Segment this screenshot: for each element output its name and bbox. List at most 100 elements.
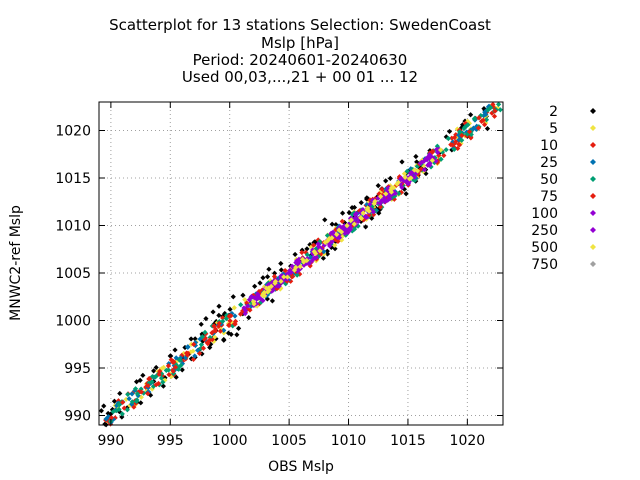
data-point (229, 310, 235, 317)
data-point (101, 403, 107, 409)
data-point (482, 109, 488, 115)
data-point (480, 117, 486, 123)
data-point (347, 224, 354, 231)
data-point (388, 185, 395, 191)
data-point (115, 398, 122, 404)
data-point (418, 166, 424, 172)
data-point (127, 402, 133, 409)
data-point (146, 380, 152, 386)
data-point (454, 134, 460, 140)
data-point (119, 414, 125, 420)
data-point (329, 238, 335, 245)
data-point (98, 408, 104, 414)
data-point (329, 221, 335, 227)
data-point (438, 156, 444, 162)
data-point (246, 315, 252, 321)
legend-marker (590, 193, 596, 199)
data-point (172, 364, 179, 370)
data-point (134, 397, 140, 403)
data-point (369, 215, 375, 221)
data-point (449, 135, 455, 141)
data-point (358, 200, 364, 206)
data-point (437, 155, 443, 161)
data-point (352, 215, 358, 221)
data-point (192, 339, 199, 346)
data-point (188, 356, 194, 362)
data-point (398, 189, 404, 195)
legend-marker (590, 176, 596, 182)
data-point (312, 240, 318, 246)
data-point (160, 383, 166, 389)
data-point (333, 222, 339, 228)
chart-title-line-4: Used 00,03,...,21 + 00 01 ... 12 (182, 68, 418, 86)
data-point (257, 280, 263, 286)
data-point (267, 278, 274, 284)
data-point (190, 356, 197, 362)
data-point (360, 217, 367, 223)
legend-marker (590, 210, 596, 216)
data-point (421, 167, 428, 173)
y-tick-label: 1000 (55, 314, 91, 330)
data-point (451, 134, 458, 141)
y-tick-label: 1020 (55, 124, 91, 140)
data-point (192, 353, 198, 359)
data-point (178, 362, 184, 368)
data-point (388, 189, 394, 195)
x-tick-label: 1005 (271, 433, 307, 449)
data-point (377, 200, 383, 207)
data-point (348, 217, 354, 224)
data-point (316, 243, 322, 249)
data-point (227, 306, 233, 312)
data-point (479, 118, 485, 124)
chart-title-line-3: Period: 20240601-20240630 (193, 51, 408, 69)
data-point (265, 283, 271, 289)
data-point (258, 296, 264, 302)
x-ticks: 990 995 1000 1005 1010 1015 1020 (98, 102, 486, 449)
data-point (430, 148, 436, 154)
data-point (377, 206, 383, 213)
data-point (471, 116, 477, 122)
x-tick-label: 1020 (450, 433, 486, 449)
data-point (456, 132, 462, 138)
data-point (166, 372, 172, 378)
data-point (284, 271, 290, 277)
legend-label: 100 (531, 206, 558, 222)
grid-lines (99, 102, 503, 425)
legend-marker (590, 227, 596, 233)
data-point (197, 336, 203, 342)
data-point (310, 247, 316, 253)
data-point (232, 318, 239, 324)
data-point (114, 403, 120, 409)
data-point (483, 117, 490, 123)
data-point (324, 238, 331, 244)
data-point (484, 126, 491, 132)
data-point (433, 158, 439, 164)
data-point (426, 152, 433, 158)
data-point (351, 204, 358, 211)
data-point (190, 348, 196, 354)
data-point (282, 267, 288, 274)
data-point (389, 195, 395, 201)
data-point (125, 391, 131, 397)
data-point (370, 209, 376, 215)
data-point (264, 292, 270, 298)
data-point (173, 362, 179, 368)
data-point (138, 400, 144, 406)
data-point (360, 210, 366, 216)
data-point (451, 146, 457, 153)
data-point (448, 142, 454, 148)
data-point (240, 308, 246, 314)
data-point (495, 101, 502, 107)
data-point (253, 295, 259, 301)
data-point (120, 399, 126, 405)
data-point (201, 336, 208, 343)
data-point (138, 389, 145, 395)
data-point (332, 246, 338, 252)
data-point (342, 230, 348, 237)
data-point (210, 309, 216, 315)
data-point (244, 300, 250, 306)
data-point (258, 299, 264, 305)
data-point (352, 212, 359, 218)
data-point (196, 350, 203, 356)
